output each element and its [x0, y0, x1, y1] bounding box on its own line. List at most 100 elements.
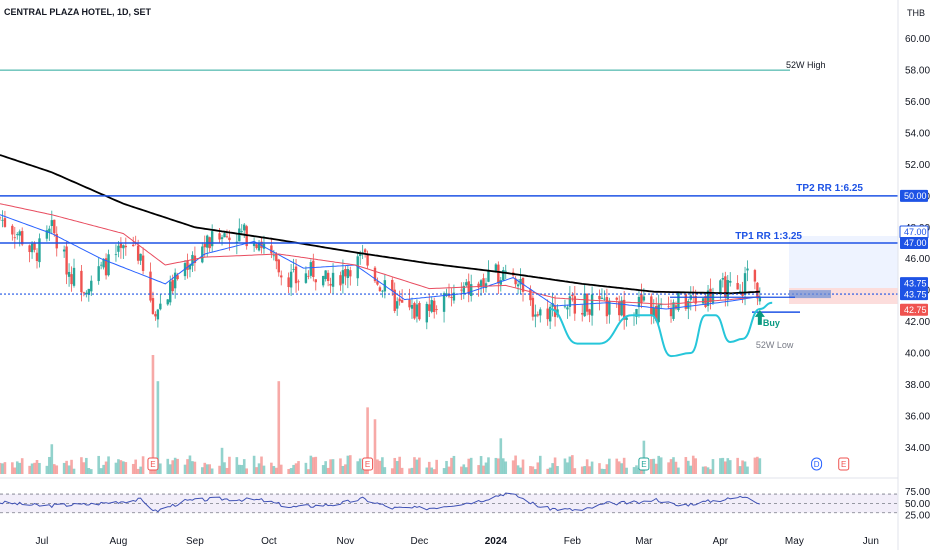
candle-body	[425, 303, 428, 323]
candle-body	[588, 309, 591, 315]
volume-bar	[415, 459, 419, 474]
candle-body	[151, 298, 155, 314]
candle-body	[701, 298, 705, 304]
ema-mid-line	[0, 203, 760, 305]
candle-body	[136, 245, 140, 261]
candle-body	[435, 309, 438, 311]
event-marker[interactable]	[362, 457, 374, 471]
candle-body	[104, 258, 108, 276]
event-marker[interactable]	[638, 457, 650, 471]
candle-body	[228, 237, 231, 241]
volume-bar	[378, 460, 382, 474]
candle-body	[669, 308, 673, 317]
candle-body	[465, 282, 468, 286]
candle-body	[571, 294, 574, 296]
candle-body	[753, 270, 757, 282]
volume-bar	[205, 464, 209, 474]
volume-bar	[257, 463, 261, 474]
candle-body	[391, 279, 394, 291]
rsi-tick-label: 25.00	[905, 511, 930, 522]
candle-body	[467, 281, 470, 294]
candle-body	[736, 282, 739, 290]
volume-bar	[477, 465, 480, 474]
candle-body	[50, 220, 54, 226]
candle-body	[625, 317, 628, 320]
candle-body	[539, 309, 542, 316]
low-52w-label: 52W Low	[756, 340, 794, 350]
volume-bar	[398, 456, 401, 474]
candle-body	[38, 238, 41, 263]
volume-bar	[252, 455, 256, 474]
candle-body	[141, 255, 145, 271]
volume-bar	[497, 458, 500, 474]
candle-body	[171, 280, 174, 292]
volume-bar	[753, 457, 757, 474]
volume-bar	[304, 462, 308, 474]
price-scale-box	[900, 288, 928, 301]
tp2-label: TP2 RR 1:6.25	[796, 183, 863, 194]
volume-bar	[536, 462, 540, 474]
currency-label: THB	[907, 8, 925, 18]
volume-bar	[425, 467, 429, 474]
candle-body	[566, 307, 569, 310]
candle-body	[487, 270, 490, 282]
candle-body	[484, 283, 488, 289]
volume-bar	[13, 467, 17, 474]
price-tick-label: 46.00	[905, 254, 930, 265]
volume-bar	[551, 463, 554, 474]
event-marker[interactable]	[811, 457, 823, 471]
price-scale-value: 43.75	[904, 289, 927, 299]
candle-body	[252, 243, 256, 247]
volume-bar	[691, 455, 695, 474]
volume-bar	[122, 461, 125, 474]
volume-bar	[432, 469, 436, 474]
volume-bar	[309, 455, 313, 474]
volume-bar	[240, 464, 244, 474]
volume-bar	[598, 463, 601, 474]
candle-body	[344, 269, 347, 277]
candle-body	[188, 264, 192, 270]
volume-bar	[260, 456, 263, 474]
candle-body	[709, 288, 712, 303]
volume-bar	[11, 462, 14, 474]
candle-body	[28, 245, 31, 253]
volume-bar	[200, 467, 204, 474]
volume-bar	[321, 465, 325, 474]
volume-bar	[48, 456, 51, 474]
volume-bar	[220, 447, 224, 474]
candle-body	[225, 236, 229, 238]
volume-bar	[33, 462, 36, 474]
candle-body	[218, 233, 221, 240]
volume-bar	[410, 467, 414, 474]
volume-bar	[563, 458, 567, 474]
volume-bar	[534, 469, 537, 474]
volume-bar	[652, 458, 656, 474]
volume-bar	[482, 465, 485, 474]
candle-body	[502, 269, 505, 281]
volume-bar	[218, 465, 221, 474]
volume-bar	[28, 465, 31, 474]
event-marker[interactable]	[838, 457, 850, 471]
candle-body	[240, 231, 243, 232]
candle-body	[398, 298, 401, 302]
candle-body	[169, 281, 172, 303]
event-marker[interactable]	[147, 457, 159, 471]
candle-body	[650, 296, 653, 315]
volume-bar	[294, 463, 298, 474]
volume-bar	[159, 463, 162, 474]
volume-bar	[447, 466, 451, 474]
volume-bar	[117, 459, 120, 474]
volume-bar	[435, 459, 438, 474]
candle-body	[90, 280, 93, 292]
candle-body	[652, 307, 655, 317]
time-scale[interactable]: Jul Aug Sep Oct Nov Dec 2024 Feb Mar Apr May Jun	[36, 536, 879, 547]
candle-body	[637, 296, 641, 308]
candle-body	[292, 269, 295, 270]
volume-bar	[383, 467, 387, 474]
candle-body	[635, 309, 638, 317]
rsi-tick-label: 75.00	[905, 487, 930, 498]
volume-bar	[583, 466, 586, 474]
volume-bar	[1, 463, 4, 474]
